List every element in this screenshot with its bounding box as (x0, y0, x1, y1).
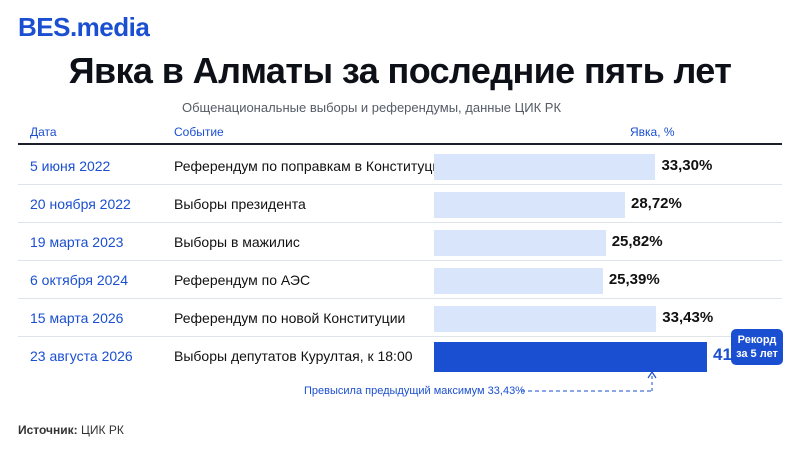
turnout-bar (434, 268, 603, 294)
turnout-bar (434, 192, 625, 218)
row-date: 15 марта 2026 (30, 310, 124, 326)
table-row: 5 июня 2022 Референдум по поправкам в Кон… (18, 147, 782, 185)
turnout-bar (434, 306, 657, 332)
turnout-value-label: 28,72% (630, 195, 682, 212)
table-row: 19 марта 2023 Выборы в мажилис 25,82% (18, 223, 782, 261)
turnout-value-label: 33,30% (661, 157, 713, 174)
record-badge: Рекорд за 5 лет (731, 329, 783, 365)
row-date: 20 ноября 2022 (30, 196, 131, 212)
annotation-text: Превысила предыдущий максимум 33,43% (304, 385, 525, 397)
row-event: Референдум по поправкам в Конституцию (174, 158, 451, 174)
turnout-value-label: 25,39% (608, 271, 660, 288)
header-turnout: Явка, % (630, 125, 675, 139)
header-date: Дата (30, 125, 57, 139)
row-date: 19 марта 2023 (30, 234, 124, 250)
table-row: 15 марта 2026 Референдум по новой Констит… (18, 299, 782, 337)
row-date: 5 июня 2022 (30, 158, 111, 174)
source-text: ЦИК РК (81, 423, 124, 437)
turnout-value-label: 25,82% (611, 233, 663, 250)
source-label: Источник: (18, 423, 78, 437)
header-event: Событие (174, 125, 224, 139)
row-event: Выборы депутатов Курултая, к 18:00 (174, 348, 413, 364)
brand-logo: BES.media (18, 12, 150, 42)
row-event: Референдум по АЭС (174, 272, 311, 288)
record-badge-line2: за 5 лет (736, 348, 778, 360)
page-title: Явка в Алматы за последние пять лет (68, 50, 732, 91)
row-event: Выборы президента (174, 196, 306, 212)
table-row: 6 октября 2024 Референдум по АЭС 25,39% (18, 261, 782, 299)
table-header: Дата Событие Явка, % (18, 121, 782, 145)
table-row: 23 августа 2026 Выборы депутатов Курултая… (18, 337, 782, 375)
turnout-bar (434, 230, 606, 256)
row-event: Выборы в мажилис (174, 234, 300, 250)
record-badge-line1: Рекорд (737, 334, 777, 346)
row-event: Референдум по новой Конституции (174, 310, 406, 326)
row-date: 6 октября 2024 (30, 272, 128, 288)
record-bar (434, 342, 708, 372)
turnout-value-label: 33,43% (662, 309, 714, 326)
row-date: 23 августа 2026 (30, 348, 133, 364)
turnout-bar (434, 154, 656, 180)
page-subtitle: Общенациональные выборы и референдумы, д… (182, 100, 562, 115)
table-row: 20 ноября 2022 Выборы президента 28,72% (18, 185, 782, 223)
source-note: Источник: ЦИК РК (18, 423, 124, 437)
